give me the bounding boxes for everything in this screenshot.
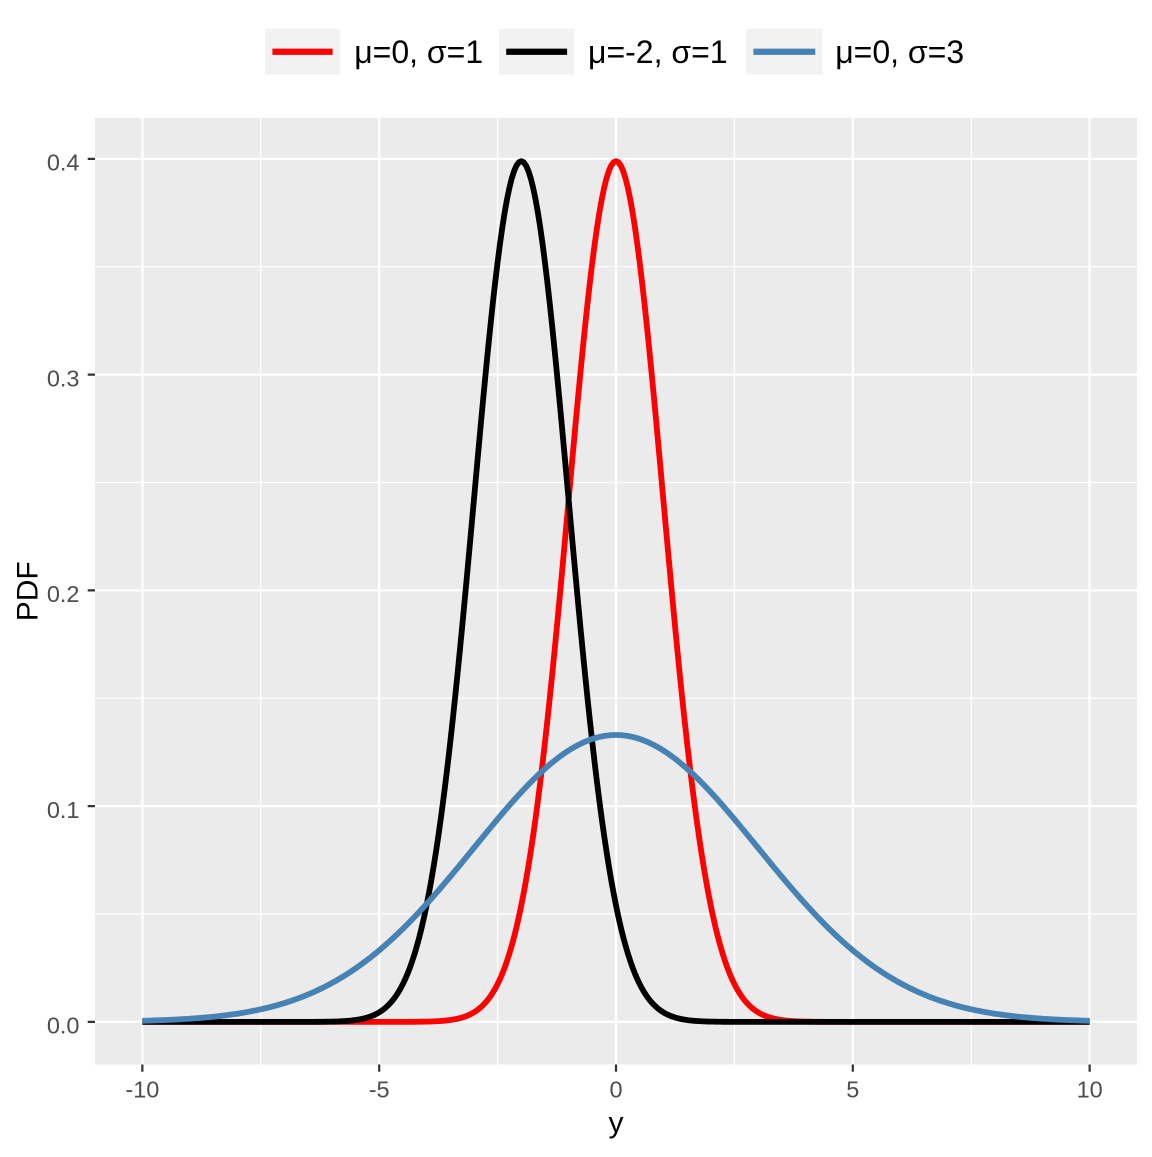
svg-text:PDF: PDF xyxy=(12,561,45,621)
svg-text:-5: -5 xyxy=(369,1077,390,1103)
svg-text:0: 0 xyxy=(609,1077,622,1103)
svg-text:5: 5 xyxy=(846,1077,859,1103)
svg-text:y: y xyxy=(609,1107,624,1140)
svg-text:μ=0, σ=1: μ=0, σ=1 xyxy=(354,34,483,70)
svg-text:-10: -10 xyxy=(125,1077,159,1103)
svg-text:0.2: 0.2 xyxy=(47,581,80,607)
svg-text:0.1: 0.1 xyxy=(47,797,80,823)
svg-text:10: 10 xyxy=(1077,1077,1103,1103)
svg-text:0.3: 0.3 xyxy=(47,365,80,391)
svg-text:0.4: 0.4 xyxy=(47,150,80,176)
svg-text:μ=-2, σ=1: μ=-2, σ=1 xyxy=(588,34,728,70)
svg-text:μ=0, σ=3: μ=0, σ=3 xyxy=(835,34,964,70)
svg-text:0.0: 0.0 xyxy=(47,1013,80,1039)
